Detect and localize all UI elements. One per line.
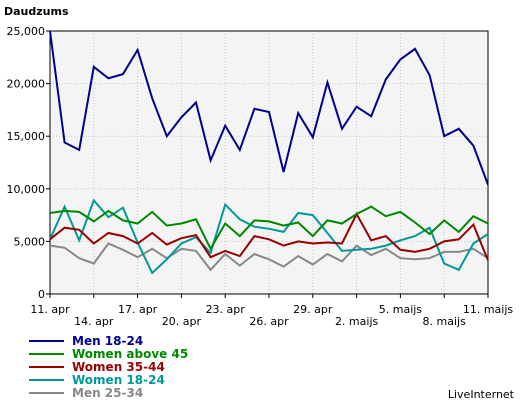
legend-label: Women above 45 (72, 347, 188, 361)
x-tick-label: 29. apr (293, 303, 333, 316)
axes (46, 30, 489, 298)
y-tick-label: 15,000 (7, 130, 46, 143)
series-line-women-18-24 (49, 198, 489, 275)
x-tick-label: 14. apr (74, 315, 114, 328)
x-tick-label: 8. maijs (423, 315, 467, 328)
x-tick-label: 5. maijs (379, 303, 423, 316)
y-tick-label: 5,000 (14, 235, 46, 248)
credit-label: LiveInternet (448, 388, 515, 401)
y-tick-labels: 0 5,000 10,000 15,000 20,000 25,000 (7, 25, 46, 301)
x-tick-label: 23. apr (206, 303, 246, 316)
y-tick-label: 20,000 (7, 78, 46, 91)
y-tick-label: 25,000 (7, 25, 46, 38)
y-axis-label: Daudzums (4, 5, 69, 18)
x-tick-label: 11. apr (30, 303, 70, 316)
x-tick-label: 17. apr (118, 303, 158, 316)
legend-label: Men 25-34 (72, 386, 143, 400)
x-tick-label: 20. apr (162, 315, 202, 328)
series-line-men-18-24 (49, 30, 489, 185)
series-line-women-above-45 (49, 205, 489, 251)
x-tick-label: 26. apr (249, 315, 289, 328)
plot-frame (49, 30, 489, 295)
legend-label: Women 18-24 (72, 373, 165, 387)
legend-label: Women 35-44 (72, 360, 165, 374)
series-lines (49, 30, 489, 275)
legend-label: Men 18-24 (72, 334, 143, 348)
series-line-men-25-34 (49, 242, 489, 272)
series-line-women-35-44 (49, 211, 489, 261)
x-tick-label: 2. maijs (335, 315, 379, 328)
x-tick-label: 11. maijs (463, 303, 514, 316)
y-tick-label: 0 (38, 288, 45, 301)
y-tick-label: 10,000 (7, 183, 46, 196)
